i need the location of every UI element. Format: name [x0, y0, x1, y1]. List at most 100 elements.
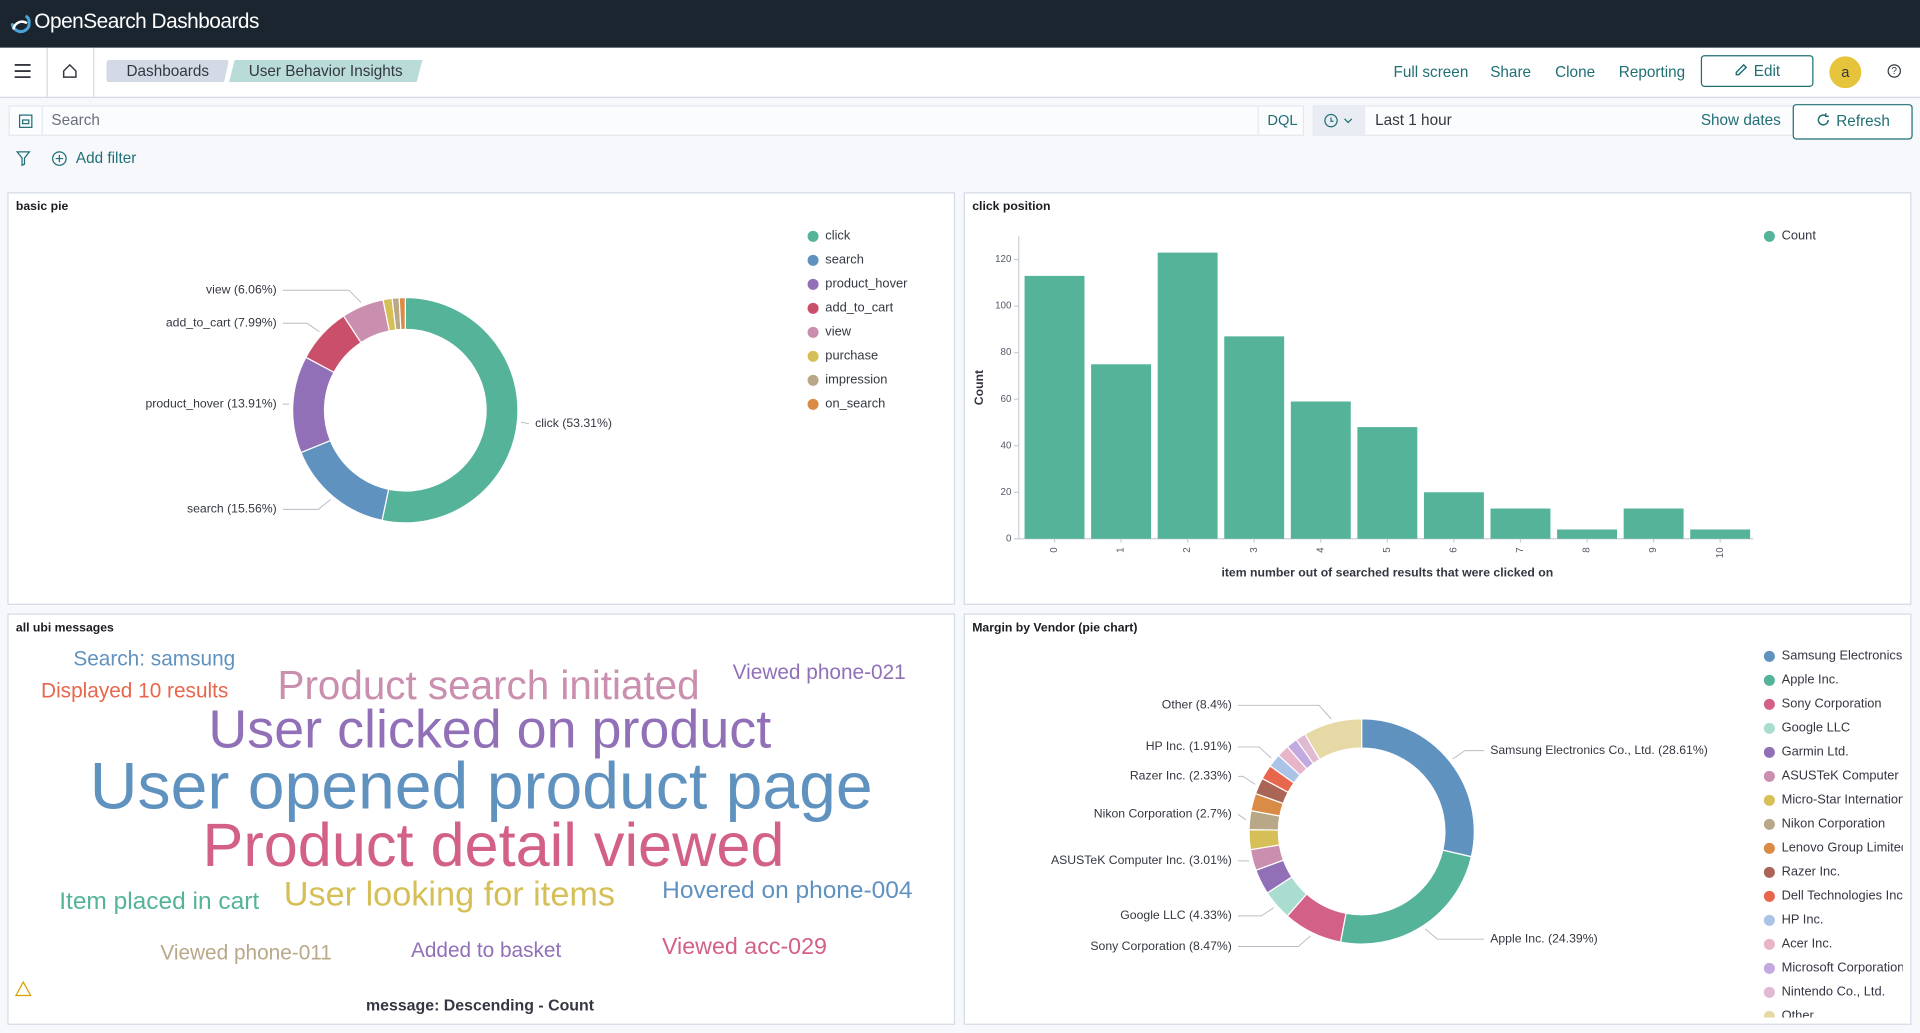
reporting-link[interactable]: Reporting [1618, 63, 1686, 81]
divider [93, 47, 95, 97]
cloud-word: Product search initiated [278, 662, 700, 708]
legend-label: impression [825, 372, 887, 387]
bar [1091, 364, 1152, 539]
show-dates[interactable]: Show dates [1700, 111, 1781, 129]
legend-label: Sony Corporation [1782, 696, 1882, 711]
filter-icon[interactable] [15, 151, 31, 167]
clock-icon [1324, 113, 1353, 128]
leader-line [1237, 935, 1311, 948]
legend-label: view [825, 324, 851, 339]
avatar[interactable]: a [1829, 56, 1862, 89]
legend-label: HP Inc. [1782, 912, 1824, 927]
clone-link[interactable]: Clone [1555, 63, 1596, 81]
legend-label: Other [1782, 1008, 1815, 1023]
legend-label: Lenovo Group Limited [1782, 840, 1908, 855]
panel-title: basic pie [16, 199, 69, 213]
legend-label: on_search [825, 396, 885, 411]
slice-label: add_to_cart (7.99%) [166, 315, 277, 329]
x-tick-label: 9 [1648, 547, 1659, 552]
panel-title: all ubi messages [16, 620, 114, 634]
svg-text:?: ? [1892, 66, 1898, 77]
x-tick-label: 7 [1515, 547, 1526, 552]
cloud-word: Product detail viewed [203, 811, 785, 879]
legend-label: Nintendo Co., Ltd. [1782, 984, 1886, 999]
divider [41, 106, 43, 135]
bar [1690, 529, 1751, 539]
divider [1257, 106, 1259, 135]
legend-swatch [1763, 962, 1775, 974]
bar [1290, 401, 1351, 539]
leader-line [282, 289, 362, 303]
help-button[interactable]: ? [1887, 64, 1902, 79]
legend-label: product_hover [825, 276, 908, 291]
add-filter[interactable]: Add filter [75, 149, 137, 167]
legend-swatch [1763, 890, 1775, 902]
x-tick-label: 0 [1049, 547, 1060, 553]
y-tick-label: 60 [1001, 394, 1012, 405]
quick-menu-button[interactable] [1313, 106, 1366, 135]
breadcrumb-current[interactable]: User Behavior Insights [228, 60, 423, 83]
brand[interactable]: OpenSearch Dashboards [34, 9, 259, 34]
query-language[interactable]: DQL [1267, 111, 1298, 129]
x-tick-label: 10 [1715, 547, 1726, 558]
legend-label: Nikon Corporation [1782, 816, 1886, 831]
slice-label: Sony Corporation (8.47%) [1090, 939, 1231, 953]
legend-label: Count [1782, 228, 1817, 243]
slice-label: click (53.31%) [535, 416, 612, 430]
legend-label: Micro-Star International [1782, 792, 1916, 807]
breadcrumb[interactable]: Dashboards [106, 60, 229, 83]
divider [46, 47, 48, 97]
share-link[interactable]: Share [1490, 63, 1532, 81]
y-tick-label: 20 [1001, 487, 1012, 498]
slice-label: HP Inc. (1.91%) [1146, 739, 1232, 753]
slice-label: search (15.56%) [187, 502, 277, 516]
leader-line [282, 322, 320, 333]
y-tick-label: 120 [995, 254, 1012, 265]
legend-label: add_to_cart [825, 300, 893, 315]
legend-label: ASUSTeK Computer Inc. [1782, 768, 1920, 783]
legend-swatch [1763, 842, 1775, 854]
legend-swatch [807, 350, 819, 362]
leader-line [1237, 907, 1275, 917]
legend-swatch [807, 254, 819, 266]
cloud-word: User opened product page [90, 749, 873, 823]
search-input[interactable]: Search [51, 111, 100, 129]
leader-line [1237, 813, 1247, 821]
x-tick-label: 6 [1449, 547, 1460, 553]
leader-line [1452, 750, 1485, 760]
pie-slice [1339, 849, 1473, 945]
pie-slice [300, 439, 390, 522]
slice-label: Razer Inc. (2.33%) [1130, 769, 1232, 783]
legend-swatch [1763, 650, 1775, 662]
bar [1557, 529, 1618, 539]
leader-line [520, 421, 530, 425]
menu-button[interactable] [13, 62, 33, 79]
cloud-word: Item placed in cart [59, 888, 259, 915]
cloud-word: User looking for items [284, 875, 615, 913]
cloud-word: Viewed phone-021 [733, 661, 906, 684]
time-range[interactable]: Last 1 hour [1375, 111, 1452, 129]
leader-line [282, 499, 331, 510]
home-button[interactable] [61, 62, 78, 79]
refresh-button[interactable]: Refresh [1792, 104, 1913, 140]
legend-label: Microsoft Corporation [1782, 960, 1905, 975]
slice-label: product_hover (13.91%) [145, 396, 276, 410]
pie-slice [292, 356, 335, 454]
x-axis-title: item number out of searched results that… [1221, 565, 1553, 579]
x-tick-label: 5 [1382, 547, 1393, 553]
edit-button[interactable]: Edit [1700, 55, 1814, 87]
bar [1024, 275, 1085, 539]
y-tick-label: 80 [1001, 347, 1012, 358]
legend-swatch [807, 278, 819, 290]
legend-swatch [1763, 986, 1775, 998]
legend-swatch [807, 374, 819, 386]
pie-slice [1361, 718, 1475, 858]
saved-query-button[interactable] [18, 114, 33, 129]
legend: Samsung Electronics Co., Ltd. Apple Inc. S… [1763, 648, 1920, 1023]
fullscreen-link[interactable]: Full screen [1393, 63, 1469, 81]
legend-swatch [1763, 818, 1775, 830]
legend-label: Razer Inc. [1782, 864, 1841, 879]
